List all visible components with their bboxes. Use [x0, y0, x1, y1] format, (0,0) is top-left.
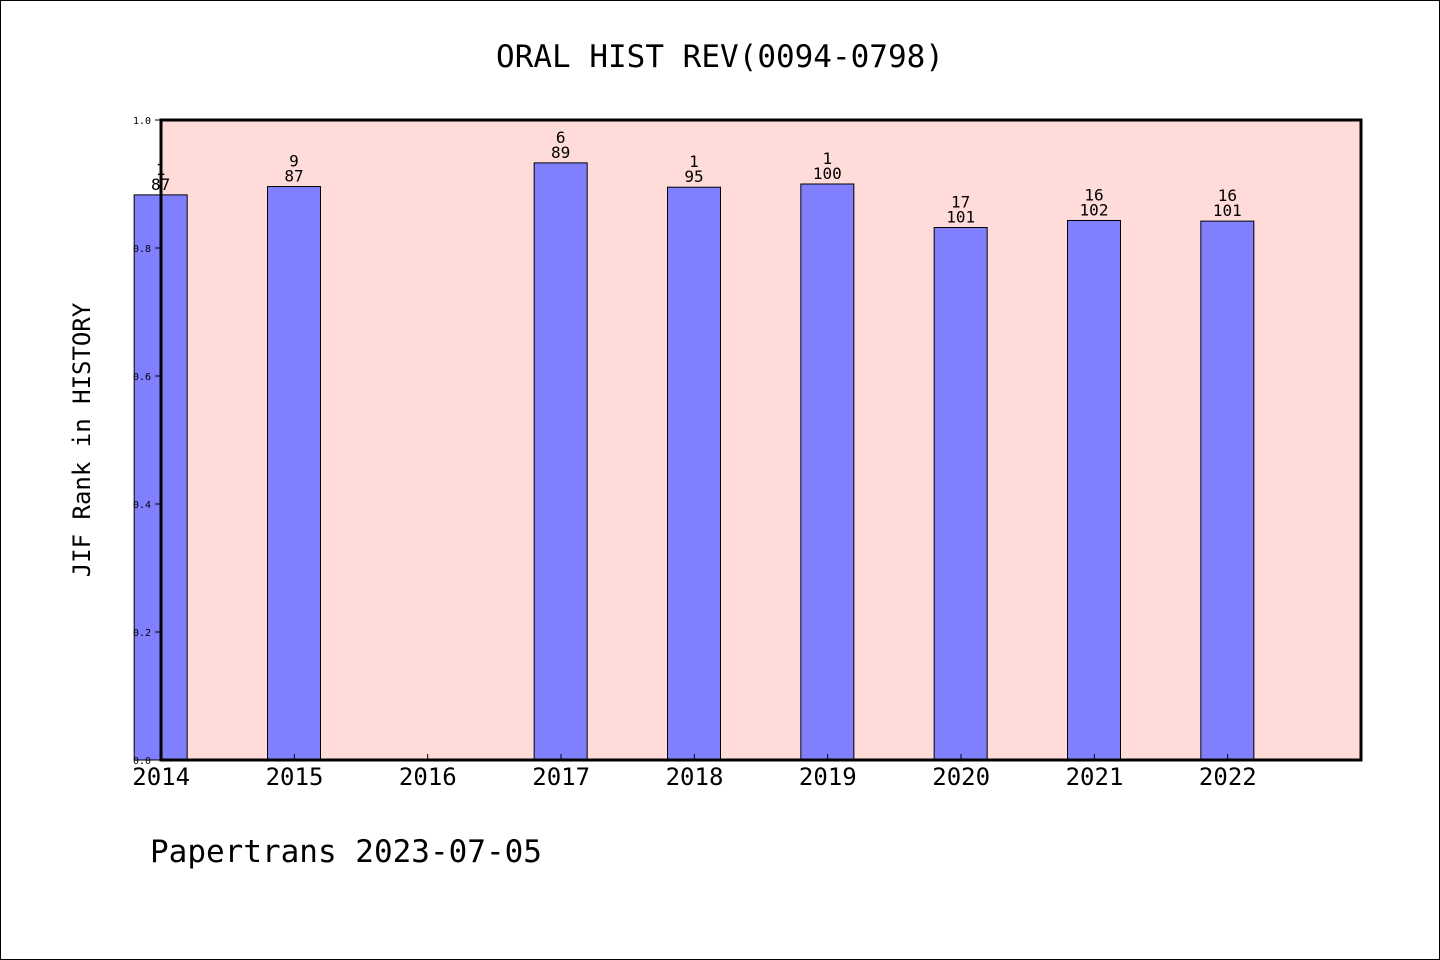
bar-rank-label: 17 [951, 193, 970, 212]
bar-rank-label: 1 [689, 152, 699, 171]
x-tick-label: 2016 [399, 763, 457, 791]
bar-total-label: 101 [946, 208, 975, 227]
bar-total-label: 95 [684, 167, 703, 186]
x-tick-label: 2017 [532, 763, 590, 791]
y-tick-label: 0.6 [133, 372, 151, 383]
bar-total-label: 100 [813, 164, 842, 183]
x-tick-label: 2021 [1066, 763, 1124, 791]
y-tick-label: 1.0 [133, 116, 151, 127]
bar-rank-label: 16 [1218, 186, 1237, 205]
y-axis-label: JIF Rank in HISTORY [68, 302, 96, 577]
bar-total-label: 89 [551, 143, 570, 162]
x-tick-label: 2015 [266, 763, 324, 791]
x-tick-label: 2020 [932, 763, 990, 791]
bar-total-label: 102 [1080, 200, 1109, 219]
bar [1067, 219, 1121, 761]
plot-border [159, 118, 1363, 762]
y-tick-label: 0.4 [133, 500, 151, 511]
bar-total-label: 101 [1213, 201, 1242, 220]
footer-credit: Papertrans 2023-07-05 [150, 834, 542, 870]
bar-rank-label: 9 [289, 152, 299, 171]
x-tick-label: 2018 [666, 763, 724, 791]
bar-total-label: 87 [284, 167, 303, 186]
bar [800, 183, 855, 761]
bar-rank-label: 1 [823, 149, 833, 168]
y-tick-label: 0.2 [133, 628, 151, 639]
bar [667, 186, 721, 761]
x-axis: 2014 2015 2016 2017 2018 2019 2020 2021 2022 [132, 754, 1257, 791]
bar [1200, 220, 1255, 761]
x-tick-label: 2022 [1199, 763, 1257, 791]
bar [933, 227, 988, 761]
y-tick-label: 0.0 [133, 756, 151, 767]
chart-title: ORAL HIST REV(0094-0798) [496, 39, 944, 75]
bar-rank-label: 6 [556, 128, 566, 147]
bar-rank-label: 16 [1084, 185, 1103, 204]
bar [267, 186, 321, 761]
x-tick-label: 2019 [799, 763, 857, 791]
bar [533, 162, 588, 761]
plot-background [161, 120, 1361, 760]
y-tick-label: 0.8 [133, 244, 151, 255]
x-tick-label: 2014 [132, 763, 190, 791]
